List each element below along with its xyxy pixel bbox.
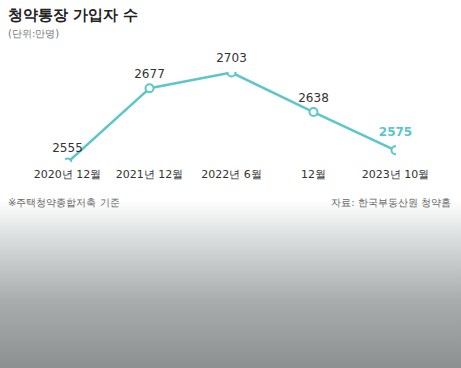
svg-text:2703: 2703 [216,51,247,65]
svg-text:2555: 2555 [52,141,83,155]
svg-text:2022년 6월: 2022년 6월 [201,168,262,181]
svg-text:2677: 2677 [134,67,165,81]
html-text:※주택청약종합저축 기준: ※주택청약종합저축 기준 [8,197,120,208]
svg-text:2023년 10월: 2023년 10월 [362,168,430,181]
svg-text:2575: 2575 [379,125,412,139]
html-text:자료: 한국부동산원 청약홈: 자료: 한국부동산원 청약홈 [331,197,451,208]
svg-text:12월: 12월 [301,168,326,181]
html-text:청약통장 가입자 수: 청약통장 가입자 수 [8,6,139,24]
svg-text:2020년 12월: 2020년 12월 [34,168,102,181]
html-text:(단위:만명): (단위:만명) [8,28,60,39]
svg-text:2021년 12월: 2021년 12월 [116,168,184,181]
svg-text:2638: 2638 [298,91,329,105]
